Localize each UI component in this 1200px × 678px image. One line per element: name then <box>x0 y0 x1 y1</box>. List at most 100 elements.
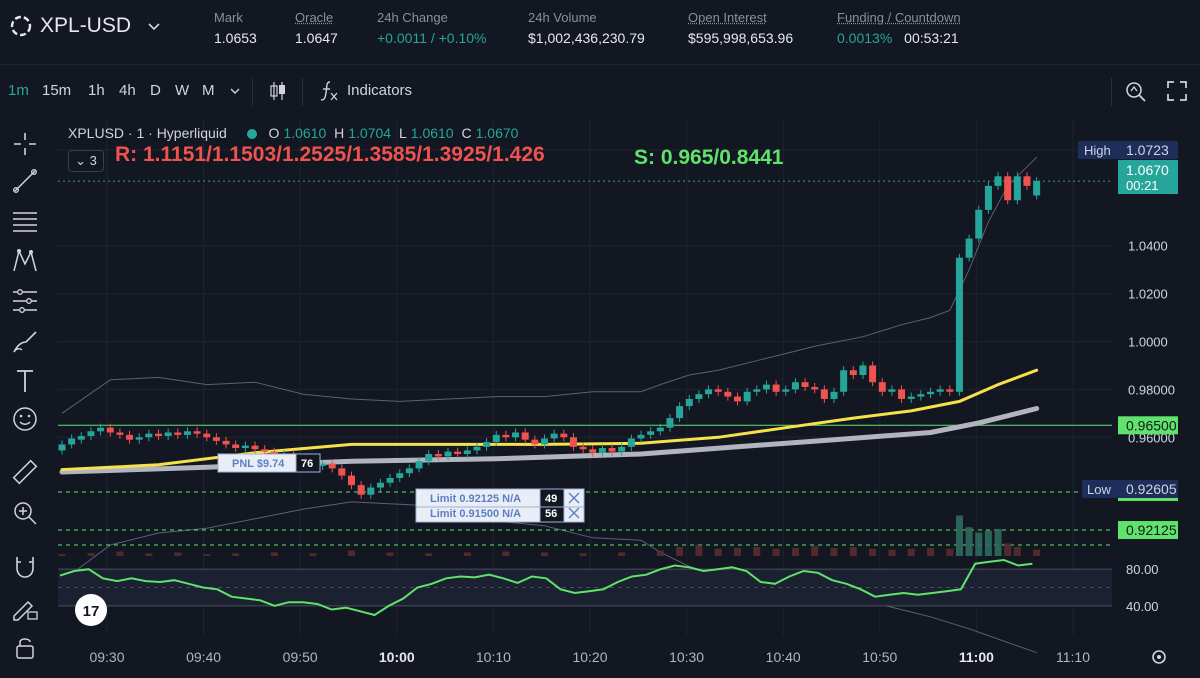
emoji-icon[interactable] <box>10 404 40 434</box>
candle-body <box>309 461 317 466</box>
volume-bar <box>541 552 548 556</box>
candle-body <box>155 433 162 437</box>
candle-body <box>1033 181 1041 196</box>
candle-body <box>251 445 259 450</box>
limit-order-2-label-box <box>415 503 541 523</box>
stat-funding-values: 0.0013% 00:53:21 <box>837 30 961 46</box>
volume-bar <box>174 552 182 556</box>
price-axis-label: 1.0400 <box>1128 239 1168 254</box>
ruler-icon[interactable] <box>10 457 40 487</box>
candle-body <box>396 473 404 478</box>
price-axis-label: 1.0000 <box>1128 335 1168 350</box>
fib-retracement-icon[interactable] <box>10 206 40 236</box>
stat-mark-value: 1.0653 <box>214 30 257 46</box>
crosshair-icon[interactable] <box>10 129 40 159</box>
magnet-icon[interactable] <box>10 552 40 582</box>
candle-body <box>734 396 741 402</box>
timeframe-1m[interactable]: 1m <box>8 82 29 99</box>
candle-body <box>348 475 355 486</box>
candle-body <box>106 427 114 433</box>
candle-body <box>878 382 886 392</box>
volume-bar <box>1004 543 1012 556</box>
symbol-name: XPL-USD <box>40 14 132 37</box>
volume-bar <box>811 546 819 556</box>
volume-bar <box>232 553 240 556</box>
stat-funding-countdown: 00:53:21 <box>904 30 959 46</box>
candle-body <box>811 386 819 390</box>
status-dot-icon <box>246 129 257 140</box>
candle-body <box>801 382 809 387</box>
candle-body <box>145 433 153 438</box>
zoom-in-icon[interactable] <box>10 498 40 528</box>
symbol-selector[interactable]: XPL-USD <box>10 14 163 38</box>
legend-h-label: H <box>334 125 345 141</box>
volume-bar <box>425 553 433 556</box>
candle-body <box>695 394 703 399</box>
candle-body <box>280 454 288 457</box>
candle-body <box>116 432 124 435</box>
position-line-tag: 0.93715 <box>1126 484 1177 500</box>
volume-bar <box>579 553 587 556</box>
candle-body <box>87 431 95 437</box>
candle-body <box>666 418 674 428</box>
indicators-fx-icon[interactable] <box>318 79 340 103</box>
legend-high: 1.0704 <box>348 125 392 141</box>
volume-bar <box>348 550 355 556</box>
text-icon[interactable] <box>10 366 40 396</box>
candle-body <box>859 365 867 376</box>
candle-body <box>376 482 384 488</box>
trend-line-icon[interactable] <box>10 166 40 196</box>
candle-body <box>434 454 442 457</box>
limit-order-2-label-qty: 56 <box>545 508 557 520</box>
candle-body <box>473 446 481 451</box>
stat-24h-volume-label: 24h Volume <box>528 10 597 25</box>
time-axis-label: 10:20 <box>572 649 607 665</box>
chevron-down-icon[interactable] <box>145 17 163 35</box>
stat-open-interest-value: $595,998,653.96 <box>688 30 794 46</box>
candle-body <box>975 209 983 239</box>
tradingview-logo-badge <box>75 594 107 626</box>
candle-body <box>415 461 423 469</box>
limit-order-2-label-cancel-box <box>563 503 585 523</box>
pattern-icon[interactable] <box>10 246 40 276</box>
timeframe-15m[interactable]: 15m <box>42 82 72 99</box>
time-axis-label: 10:10 <box>476 649 511 665</box>
low-label-box <box>1082 480 1118 498</box>
screenshot-icon[interactable] <box>1124 79 1148 103</box>
legend-low: 1.0610 <box>410 125 454 141</box>
timeframe-dropdown-icon[interactable] <box>228 84 242 98</box>
candle-body <box>1013 176 1021 201</box>
timeframe-d[interactable]: D <box>150 82 161 99</box>
forecast-icon[interactable] <box>10 286 40 316</box>
indicator-collapse-button[interactable]: ⌄ 3 <box>68 150 104 172</box>
candle-body <box>618 446 626 452</box>
candle-body <box>502 434 510 438</box>
candle-body <box>135 437 143 440</box>
fullscreen-icon[interactable] <box>1166 80 1188 102</box>
candle-body <box>753 389 761 392</box>
candle-body <box>888 389 896 392</box>
timeframe-4h[interactable]: 4h <box>119 82 136 99</box>
last-price-tag-box <box>1118 160 1178 194</box>
low-value-tag-box <box>1118 480 1178 498</box>
timeframe-m[interactable]: M <box>202 82 215 99</box>
candle-body <box>927 391 934 395</box>
candle-body <box>328 463 336 469</box>
close-icon <box>568 492 580 504</box>
timeframe-w[interactable]: W <box>175 82 190 99</box>
volume-bar <box>386 552 394 556</box>
brush-icon[interactable] <box>10 326 40 356</box>
limit-order-1-label-cancel-box <box>563 488 585 508</box>
candle-body <box>955 257 963 392</box>
timeframe-1h[interactable]: 1h <box>88 82 105 99</box>
lock-icon[interactable] <box>10 632 40 662</box>
lock-pencil-icon[interactable] <box>10 592 40 622</box>
candle-body <box>222 440 230 445</box>
legend-l-label: L <box>398 125 407 141</box>
candle-body <box>907 396 915 399</box>
settings-gear-icon <box>1152 650 1166 664</box>
indicators-button[interactable]: Indicators <box>347 82 413 99</box>
volume-bar <box>145 553 153 556</box>
candle-type-icon[interactable] <box>268 80 288 102</box>
